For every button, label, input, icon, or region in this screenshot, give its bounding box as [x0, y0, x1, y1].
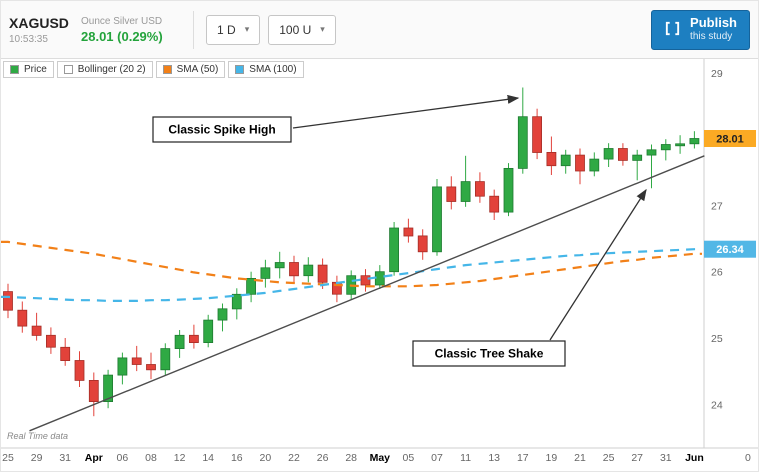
svg-text:May: May [370, 452, 391, 464]
candles-layer [3, 87, 700, 417]
svg-text:13: 13 [488, 452, 500, 464]
svg-text:25: 25 [2, 452, 14, 464]
symbol-description: Ounce Silver USD [81, 15, 163, 27]
legend-item-sma50[interactable]: SMA (50) [155, 61, 226, 78]
svg-text:06: 06 [117, 452, 129, 464]
svg-text:26: 26 [711, 267, 723, 279]
toolbar-divider [193, 10, 194, 49]
svg-text:28.01: 28.01 [716, 134, 744, 146]
publish-brackets-icon [664, 20, 681, 40]
sma-50-line[interactable] [1, 240, 702, 288]
legend-item-price[interactable]: Price [3, 61, 54, 78]
svg-text:26: 26 [317, 452, 329, 464]
svg-text:27: 27 [711, 201, 723, 213]
chevron-down-icon: ▾ [244, 24, 250, 34]
interval-dropdown[interactable]: 1 D ▾ [206, 14, 261, 45]
svg-text:08: 08 [145, 452, 157, 464]
svg-text:07: 07 [431, 452, 443, 464]
legend-label: SMA (50) [176, 64, 219, 75]
annotation-box-0[interactable]: Classic Spike High [152, 116, 292, 143]
svg-text:22: 22 [288, 452, 300, 464]
svg-text:12: 12 [174, 452, 186, 464]
svg-text:26.34: 26.34 [716, 244, 744, 256]
annotation-arrow-0[interactable] [292, 94, 520, 129]
publish-title: Publish [690, 15, 737, 31]
time-axis[interactable]: 25 29 31 Apr 06 08 12 14 16 20 22 26 28 May 05 07 11 13 17… [2, 452, 751, 464]
range-label: 100 U [279, 22, 312, 37]
svg-text:Classic Tree Shake: Classic Tree Shake [435, 347, 544, 361]
interval-label: 1 D [217, 22, 236, 37]
toolbar: XAGUSD 10:53:35 Ounce Silver USD 28.01 (… [1, 1, 758, 59]
svg-text:31: 31 [660, 452, 672, 464]
svg-text:29: 29 [711, 68, 723, 80]
last-price: 28.01 (0.29%) [81, 28, 163, 44]
bollinger-swatch-icon [63, 65, 73, 74]
svg-text:05: 05 [403, 452, 415, 464]
symbol-name: XAGUSD [9, 14, 69, 31]
price-swatch-icon [10, 65, 19, 74]
publish-label: Publish this study [690, 15, 737, 43]
price-badge-28.01: 28.01 [704, 130, 756, 147]
realtime-note: Real Time data [7, 431, 68, 441]
sma100-swatch-icon [235, 65, 245, 74]
svg-text:17: 17 [517, 452, 529, 464]
price-axis[interactable]: 242526272829 [711, 68, 723, 411]
svg-text:24: 24 [711, 399, 723, 411]
annotation-box-1[interactable]: Classic Tree Shake [412, 340, 566, 367]
svg-text:0: 0 [745, 452, 751, 464]
svg-text:21: 21 [574, 452, 586, 464]
legend-item-bollinger[interactable]: Bollinger (20 2) [56, 61, 153, 78]
svg-text:29: 29 [31, 452, 43, 464]
svg-text:Jun: Jun [685, 452, 704, 464]
svg-text:25: 25 [711, 333, 723, 345]
price-chart[interactable]: 242526272829252931Apr060812141620222628M… [1, 59, 759, 472]
range-dropdown[interactable]: 100 U ▾ [268, 14, 336, 45]
svg-text:27: 27 [631, 452, 643, 464]
svg-text:19: 19 [546, 452, 558, 464]
svg-text:16: 16 [231, 452, 243, 464]
chevron-down-icon: ▾ [320, 24, 325, 34]
svg-text:28: 28 [345, 452, 357, 464]
quote-time: 10:53:35 [9, 33, 48, 45]
legend-item-sma100[interactable]: SMA (100) [228, 61, 304, 78]
indicator-legend: Price Bollinger (20 2) SMA (50) SMA (100… [3, 61, 304, 78]
svg-text:20: 20 [260, 452, 272, 464]
svg-text:Classic Spike High: Classic Spike High [168, 123, 275, 137]
trendline[interactable] [29, 155, 705, 432]
svg-text:Apr: Apr [85, 452, 103, 464]
annotation-arrow-1[interactable] [549, 188, 647, 341]
legend-label: Bollinger (20 2) [77, 64, 146, 75]
publish-subtitle: this study [690, 31, 733, 43]
legend-label: Price [24, 64, 47, 75]
svg-text:11: 11 [460, 452, 471, 464]
publish-button[interactable]: Publish this study [651, 9, 750, 50]
chart-area[interactable]: 242526272829252931Apr060812141620222628M… [1, 59, 759, 472]
quote-block: Ounce Silver USD 28.01 (0.29%) [81, 16, 181, 44]
price-badge-26.34: 26.34 [704, 240, 756, 258]
svg-text:31: 31 [59, 452, 71, 464]
svg-text:25: 25 [603, 452, 615, 464]
symbol-block: XAGUSD 10:53:35 [9, 15, 71, 45]
sma50-swatch-icon [162, 65, 172, 74]
svg-text:14: 14 [202, 452, 214, 464]
legend-label: SMA (100) [249, 64, 297, 75]
